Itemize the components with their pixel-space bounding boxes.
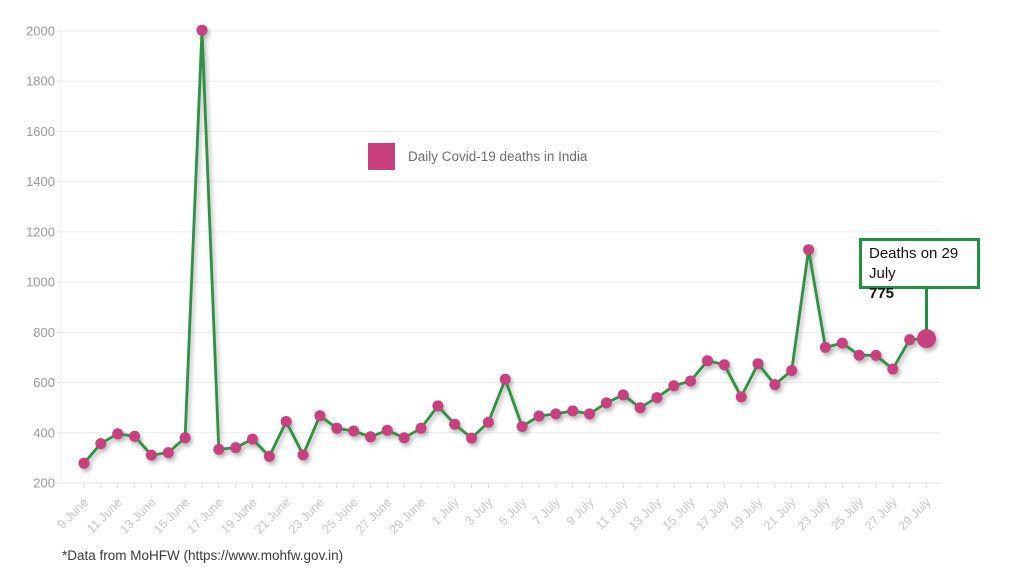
y-axis-label: 400 <box>33 425 55 440</box>
data-point-highlighted <box>917 329 936 349</box>
data-point <box>499 373 511 385</box>
x-axis-label: 23 July <box>795 495 833 533</box>
data-point <box>634 402 646 414</box>
data-point <box>162 447 174 459</box>
x-axis-label: 15 June <box>151 495 192 536</box>
x-axis-label: 29 June <box>387 495 428 536</box>
data-point <box>213 443 225 455</box>
x-axis-label: 13 June <box>117 495 158 536</box>
y-axis-label: 1400 <box>26 174 55 189</box>
data-point <box>95 438 107 450</box>
data-point <box>887 363 899 375</box>
data-point <box>904 334 916 346</box>
data-point <box>129 430 141 442</box>
data-point <box>752 358 764 370</box>
legend: Daily Covid-19 deaths in India <box>368 143 587 170</box>
data-point <box>819 341 831 353</box>
x-axis-label: 19 July <box>727 495 765 533</box>
data-point <box>449 418 461 430</box>
legend-label: Daily Covid-19 deaths in India <box>408 149 588 164</box>
x-axis-label: 27 June <box>353 495 394 536</box>
x-axis-label: 25 June <box>319 495 360 536</box>
data-point <box>247 433 258 445</box>
x-axis-label: 17 June <box>185 495 226 536</box>
data-point <box>297 449 309 461</box>
data-point <box>466 432 478 444</box>
x-axis-label: 7 July <box>530 495 564 529</box>
data-point <box>398 432 410 444</box>
data-point <box>786 365 798 376</box>
data-point <box>685 375 697 387</box>
data-point <box>567 405 579 417</box>
data-point <box>112 428 124 440</box>
data-point <box>550 408 562 420</box>
source-note: *Data from MoHFW (https://www.mohfw.gov.… <box>62 548 344 563</box>
data-point <box>516 421 528 432</box>
data-point <box>617 389 629 401</box>
data-point <box>735 391 747 403</box>
data-point <box>314 410 326 422</box>
data-point <box>263 450 275 462</box>
data-point <box>702 355 713 367</box>
annotation-title: Deaths on 29 July <box>869 245 959 282</box>
y-axis-label: 1800 <box>26 74 55 89</box>
y-axis-label: 1600 <box>26 124 55 139</box>
data-point <box>365 431 376 443</box>
x-axis-label: 19 June <box>218 495 259 536</box>
data-point <box>331 422 343 434</box>
y-axis-label: 200 <box>33 476 55 491</box>
data-point <box>381 424 393 436</box>
data-point <box>280 416 292 427</box>
x-axis-label: 1 July <box>429 495 463 529</box>
x-axis-label: 15 July <box>660 495 698 533</box>
y-axis-label: 2000 <box>26 24 55 39</box>
x-axis-label: 5 July <box>496 495 530 529</box>
data-point <box>853 349 865 361</box>
y-axis-label: 1000 <box>26 275 55 290</box>
data-point <box>584 408 595 420</box>
data-point <box>836 337 848 349</box>
data-point <box>803 244 815 256</box>
data-point <box>348 425 360 437</box>
x-axis-label: 11 June <box>84 495 125 536</box>
x-axis-label: 17 July <box>694 495 732 533</box>
y-axis-label: 800 <box>33 325 55 340</box>
data-point <box>600 397 612 409</box>
x-axis-label: 9 July <box>564 495 598 529</box>
data-point <box>415 422 427 434</box>
data-point <box>145 449 157 461</box>
legend-swatch-icon <box>368 143 395 170</box>
data-point <box>432 400 444 412</box>
x-axis-label: 23 June <box>286 495 327 536</box>
data-series <box>78 24 936 469</box>
data-point <box>718 359 730 371</box>
x-axis-label: 29 July <box>896 495 934 533</box>
x-axis-label: 21 July <box>761 495 799 533</box>
x-axis-label: 13 July <box>626 495 664 533</box>
data-point <box>196 24 208 36</box>
x-axis-label: 11 July <box>593 495 631 533</box>
data-point <box>78 457 90 469</box>
data-point <box>179 432 191 444</box>
y-axis-label: 1200 <box>26 224 55 239</box>
data-point <box>651 392 663 404</box>
y-axis-label: 600 <box>33 375 55 390</box>
x-axis-label: 3 July <box>463 495 497 529</box>
data-point <box>533 410 545 422</box>
data-point <box>230 442 242 454</box>
data-point <box>870 349 882 361</box>
data-point <box>668 380 680 392</box>
annotation-value: 775 <box>869 285 895 302</box>
annotation-callout: Deaths on 29 July 775 <box>859 238 980 302</box>
data-point <box>482 416 494 428</box>
data-point <box>769 379 781 391</box>
x-axis-label: 27 July <box>862 495 900 533</box>
x-axis-label: 25 July <box>828 495 866 533</box>
series-line <box>82 28 927 465</box>
x-axis-label: 21 June <box>252 495 293 536</box>
